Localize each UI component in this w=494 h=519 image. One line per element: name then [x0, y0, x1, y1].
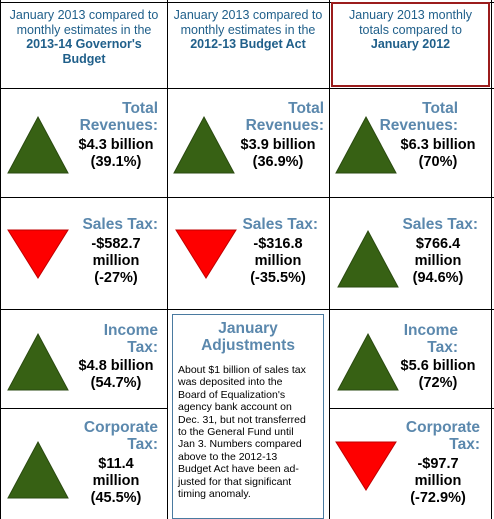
total-revenues-title: Total Revenues: [245, 100, 324, 134]
adjustments-line: justed for that significant [178, 475, 292, 488]
total-revenues-value: $4.3 billion (39.1%) [78, 137, 154, 170]
grid-line [0, 309, 494, 310]
header-text: January 2013 monthly totals compared to [349, 8, 472, 37]
corporate-tax-value: -$97.7 million (-72.9%) [410, 456, 466, 506]
grid-line [0, 2, 494, 3]
adjustments-line: timing anomaly. [178, 488, 251, 501]
up-triangle-icon [7, 332, 69, 391]
sales-tax-value: -$316.8 million (-35.5%) [250, 236, 306, 286]
header-budget-act: January 2013 compared to monthly estimat… [168, 8, 328, 52]
grid-line [167, 0, 168, 519]
adjustments-title: January Adjustments [201, 320, 295, 354]
header-bold: 2012-13 Budget Act [190, 37, 306, 51]
adjustments-line: Jan 3. Numbers compared [178, 438, 302, 451]
adjustments-line: Budget Act have been ad- [178, 463, 299, 476]
up-triangle-icon [173, 115, 235, 174]
total-revenues-value: $6.3 billion (70%) [400, 137, 476, 170]
header-text: January 2013 compared to monthly estimat… [173, 8, 323, 37]
sales-tax-value: $766.4 million (94.6%) [412, 236, 464, 286]
grid-line [0, 88, 494, 89]
up-triangle-icon [335, 115, 397, 174]
corporate-tax-value: $11.4 million (45.5%) [90, 456, 142, 506]
grid-line [0, 408, 168, 409]
total-revenues-title: Total Revenues: [79, 100, 158, 134]
up-triangle-icon [7, 115, 69, 174]
corporate-tax-title: Corporate Tax: [83, 419, 158, 453]
down-triangle-icon [7, 229, 69, 279]
grid-line [329, 0, 330, 519]
total-revenues-title: Total Revenues: [379, 100, 458, 134]
income-tax-title: Income Tax: [403, 322, 458, 356]
total-revenues-value: $3.9 billion (36.9%) [240, 137, 316, 170]
adjustments-line: above to the 2012-13 [178, 450, 278, 463]
sales-tax-title: Sales Tax: [402, 216, 478, 233]
sales-tax-title: Sales Tax: [242, 216, 318, 233]
adjustments-line: Dec. 31, but not transferred [178, 413, 306, 426]
corporate-tax-title: Corporate Tax: [405, 419, 480, 453]
grid-line [329, 408, 494, 409]
income-tax-title: Income Tax: [103, 322, 158, 356]
income-tax-value: $5.6 billion (72%) [400, 358, 476, 391]
sales-tax-title: Sales Tax: [82, 216, 158, 233]
header-governors-budget: January 2013 compared to monthly estimat… [4, 8, 164, 66]
header-text: January 2013 compared to monthly estimat… [9, 8, 159, 37]
up-triangle-icon [337, 229, 399, 288]
down-triangle-icon [335, 441, 397, 491]
adjustments-line: to the General Fund until [178, 426, 294, 439]
header-bold: January 2012 [370, 37, 451, 51]
header-highlight-box [331, 2, 490, 87]
adjustments-line: was deposited into the [178, 376, 283, 389]
header-bold: 2013-14 Governor's Budget [26, 37, 142, 66]
header-january-2012: January 2013 monthly totals compared to … [333, 8, 488, 52]
grid-line [0, 197, 494, 198]
adjustments-line: Board of Equalization's [178, 388, 286, 401]
up-triangle-icon [7, 440, 69, 499]
down-triangle-icon [175, 229, 237, 279]
grid-line [0, 0, 1, 519]
adjustments-line: agency bank account on [178, 401, 292, 414]
adjustments-text: About $1 billion of sales tax was deposit… [178, 364, 318, 500]
up-triangle-icon [337, 332, 399, 391]
sales-tax-value: -$582.7 million (-27%) [91, 236, 141, 286]
grid-line [491, 0, 492, 519]
income-tax-value: $4.8 billion (54.7%) [78, 358, 154, 391]
adjustments-line: About $1 billion of sales tax [178, 364, 306, 376]
